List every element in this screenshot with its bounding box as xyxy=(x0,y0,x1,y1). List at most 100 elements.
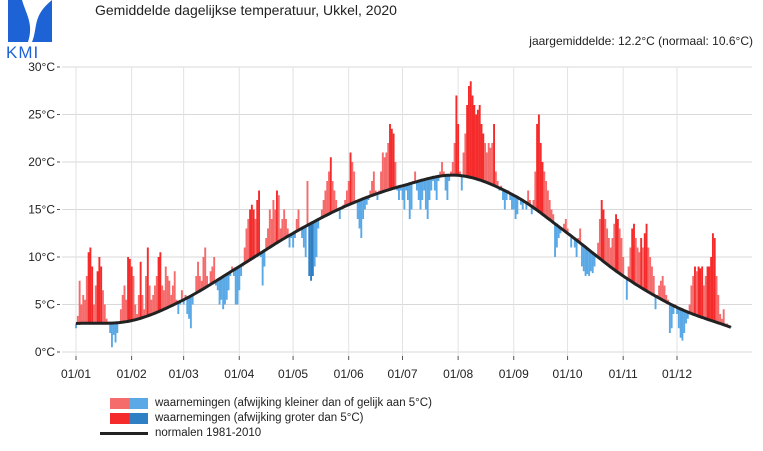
observation-bar xyxy=(94,285,97,324)
observation-bar xyxy=(690,285,693,314)
observation-bar xyxy=(285,219,287,238)
observation-bar xyxy=(618,228,621,274)
observation-bar xyxy=(541,162,544,215)
observation-bar xyxy=(410,183,413,210)
observation-bar xyxy=(521,200,524,210)
observation-bar xyxy=(548,200,551,220)
observation-bar xyxy=(265,238,268,250)
x-tick-label: 01/10 xyxy=(553,367,583,381)
observation-bar xyxy=(421,180,424,200)
observation-bar xyxy=(103,304,106,324)
observation-bar xyxy=(448,175,451,181)
observation-bar xyxy=(263,250,266,267)
observation-bar xyxy=(719,314,722,324)
observation-bar xyxy=(195,276,198,293)
observation-bar xyxy=(598,219,601,259)
observation-bar xyxy=(121,295,124,323)
legend-item-small-deviation: waarnemingen (afwijking kleiner dan of g… xyxy=(100,396,432,410)
observation-bar xyxy=(616,219,619,273)
observation-bar xyxy=(145,276,147,317)
observation-bar xyxy=(654,296,657,310)
observation-bar xyxy=(532,200,535,208)
observation-bar xyxy=(380,171,382,193)
observation-bar xyxy=(110,323,113,348)
observation-bar xyxy=(710,257,713,321)
observation-bar xyxy=(232,269,235,276)
observation-bar xyxy=(609,247,612,267)
observation-bar xyxy=(288,235,291,248)
observation-bar xyxy=(722,309,725,325)
observation-bar xyxy=(505,191,508,200)
x-tick-label: 01/06 xyxy=(334,367,364,381)
observation-bar xyxy=(261,251,264,286)
observation-bar xyxy=(663,285,666,302)
observation-bar xyxy=(371,181,374,196)
observation-bar xyxy=(188,296,191,319)
observation-bar xyxy=(150,299,153,315)
observation-bar xyxy=(512,195,515,210)
observation-bar xyxy=(173,271,176,305)
observation-bar xyxy=(432,177,435,181)
observation-bar xyxy=(485,152,488,183)
observation-bar xyxy=(274,209,277,244)
observation-bar xyxy=(328,171,330,214)
observation-bar xyxy=(555,225,558,248)
observation-bar xyxy=(392,133,395,189)
y-tick-label: 15°C xyxy=(28,203,55,217)
observation-bar xyxy=(636,247,639,286)
observation-bar xyxy=(650,266,653,295)
observation-bar xyxy=(229,272,232,276)
observation-bar xyxy=(615,214,618,271)
observation-bar xyxy=(399,186,402,191)
observation-bar xyxy=(170,295,173,306)
observation-bar xyxy=(297,209,300,231)
observation-bar xyxy=(324,190,327,216)
observation-bar xyxy=(116,322,119,333)
observation-bar xyxy=(78,280,81,324)
observation-bar xyxy=(688,304,691,313)
observation-bar xyxy=(493,124,496,186)
legend-label: waarnemingen (afwijking groter dan 5°C) xyxy=(155,412,364,424)
observation-bar xyxy=(182,299,185,305)
observation-bar xyxy=(127,257,130,322)
observation-bar xyxy=(446,175,449,200)
observation-bar xyxy=(720,318,723,325)
observation-bar xyxy=(708,266,711,320)
observation-bar xyxy=(250,204,253,259)
observation-bar xyxy=(276,190,278,243)
observation-bar xyxy=(514,196,517,219)
observation-bar xyxy=(320,209,323,218)
observation-bar xyxy=(268,209,271,248)
observation-bar xyxy=(240,265,243,276)
observation-bar xyxy=(564,219,567,232)
observation-bar xyxy=(496,181,499,188)
observation-bar xyxy=(419,180,422,210)
x-tick-label: 01/07 xyxy=(387,367,417,381)
observation-bar xyxy=(238,266,241,291)
observation-bar xyxy=(406,184,409,200)
normal-line-swatch xyxy=(100,431,148,435)
observation-bar xyxy=(534,171,537,209)
observation-bar xyxy=(563,223,565,231)
observation-bar xyxy=(642,247,644,289)
observation-bar xyxy=(545,181,548,217)
observation-bar xyxy=(528,200,531,206)
observation-bar xyxy=(459,171,461,176)
observation-bar xyxy=(462,152,465,176)
observation-bar xyxy=(148,285,151,316)
observation-bar xyxy=(119,309,122,323)
observation-bar xyxy=(245,228,248,263)
observation-bar xyxy=(607,238,610,266)
observation-bar xyxy=(473,105,476,179)
observation-bar xyxy=(345,190,348,206)
observation-bar xyxy=(676,307,678,314)
observation-bar xyxy=(100,266,103,324)
observation-bar xyxy=(96,271,99,324)
observation-bar xyxy=(252,209,255,258)
observation-bar xyxy=(258,190,260,255)
observation-bar xyxy=(647,247,650,292)
observation-bar xyxy=(224,275,226,305)
observation-bar xyxy=(453,143,456,176)
x-tick-label: 01/12 xyxy=(662,367,692,381)
observation-bar xyxy=(390,128,393,189)
